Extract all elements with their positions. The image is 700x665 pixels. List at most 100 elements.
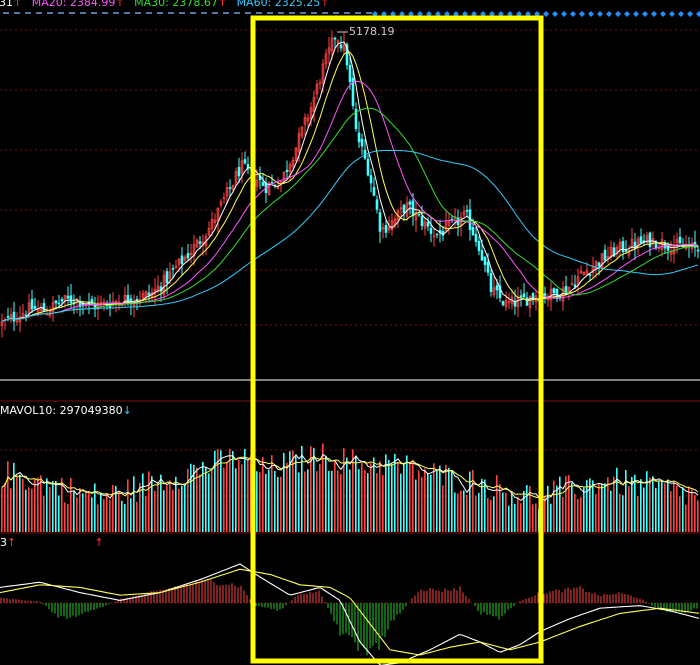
ma-legend: 31↑ MA20: 2384.99↑ MA30: 2378.67↑ MA60: … [0, 0, 329, 9]
volume-bar [304, 471, 306, 532]
volume-bar [82, 493, 84, 532]
candle-body [426, 222, 430, 227]
volume-bar [169, 480, 171, 532]
volume-bar [160, 474, 162, 532]
volume-bar [640, 479, 642, 532]
macd-histogram[interactable] [0, 579, 698, 656]
candle-body [378, 212, 382, 232]
marker-dash [234, 12, 240, 14]
volume-bar [343, 448, 345, 532]
volume-bar [130, 498, 132, 532]
candle-body [63, 294, 67, 301]
volume-bar [307, 469, 309, 532]
volume-bar [427, 473, 429, 532]
ma20-legend: MA20: 2384.99↑ [31, 0, 125, 9]
volume-bar [286, 462, 288, 532]
candle-body [171, 268, 175, 270]
volume-bar [325, 456, 327, 532]
moving-average-lines [1, 41, 699, 322]
volume-bar [199, 474, 201, 532]
peak-price-label: 5178.19 [349, 25, 395, 38]
candle-body [12, 311, 16, 322]
volume-bar [115, 485, 117, 532]
volume-bar [316, 471, 318, 532]
volume-bar [478, 492, 480, 532]
volume-bar [529, 486, 531, 532]
candle-body [138, 299, 142, 301]
volume-bar [94, 483, 96, 532]
candle-body [375, 199, 379, 210]
volume-bar [52, 481, 54, 532]
candle-body [552, 288, 556, 294]
volume-bar [118, 491, 120, 532]
volume-bar [181, 485, 183, 532]
volume-bar [211, 468, 213, 532]
volume-bar [550, 503, 552, 532]
macd-legend: 3↑ DEA: +28.06↑ [0, 536, 104, 549]
volume-bar [487, 498, 489, 532]
volume-bar [502, 492, 504, 532]
volume-bar [472, 469, 474, 532]
marker-dash [322, 12, 328, 14]
volume-bar [313, 448, 315, 532]
marker-diamond [642, 11, 648, 17]
candlestick-series[interactable] [0, 30, 700, 338]
volume-bar [274, 470, 276, 532]
candle-body [531, 293, 535, 300]
marker-dash [333, 12, 339, 14]
candle-body [237, 166, 241, 177]
marker-diamond [651, 11, 657, 17]
volume-bar [19, 474, 21, 532]
candle-body [42, 303, 46, 313]
volume-bar [571, 482, 573, 532]
candle-body [489, 273, 493, 292]
candle-body [240, 160, 244, 174]
volume-bar [217, 449, 219, 532]
volume-bar [562, 497, 564, 532]
volume-bar [334, 461, 336, 532]
volume-bar [202, 461, 204, 532]
candle-body [24, 314, 28, 317]
candle-body [444, 221, 448, 232]
volume-bar [511, 492, 513, 532]
candle-body [621, 241, 625, 253]
volume-bar [553, 480, 555, 532]
candle-body [498, 285, 502, 299]
volume-bar [451, 470, 453, 532]
candle-body [348, 64, 352, 83]
volume-bar [208, 473, 210, 532]
marker-dash [256, 12, 262, 14]
volume-bar [499, 483, 501, 532]
volume-bar [424, 468, 426, 532]
ma10-line [1, 51, 699, 322]
volume-bar [112, 484, 114, 532]
ma5-legend: 31↑ [0, 0, 23, 9]
volume-bar [376, 473, 378, 532]
volume-bar [136, 501, 138, 532]
volume-bar [649, 477, 651, 532]
volume-bar [178, 488, 180, 532]
candle-body [210, 218, 214, 230]
volume-bars[interactable] [1, 443, 699, 532]
volume-bar [373, 457, 375, 532]
candle-body [147, 292, 151, 296]
volume-bar [526, 485, 528, 532]
volume-bar [277, 476, 279, 532]
candle-body [678, 236, 682, 244]
marker-dash [135, 12, 141, 14]
volume-bar [154, 490, 156, 532]
volume-bar [301, 445, 303, 532]
marker-dash [355, 12, 361, 14]
candle-body [528, 296, 532, 309]
volume-bar [358, 469, 360, 532]
volume-bar [139, 482, 141, 532]
candle-body [525, 297, 529, 306]
marker-diamond [561, 11, 567, 17]
volume-bar [16, 475, 18, 532]
marker-diamond [678, 11, 684, 17]
volume-bar [670, 491, 672, 532]
marker-dash [212, 12, 218, 14]
candle-body [462, 211, 466, 216]
volume-bar [190, 463, 192, 532]
